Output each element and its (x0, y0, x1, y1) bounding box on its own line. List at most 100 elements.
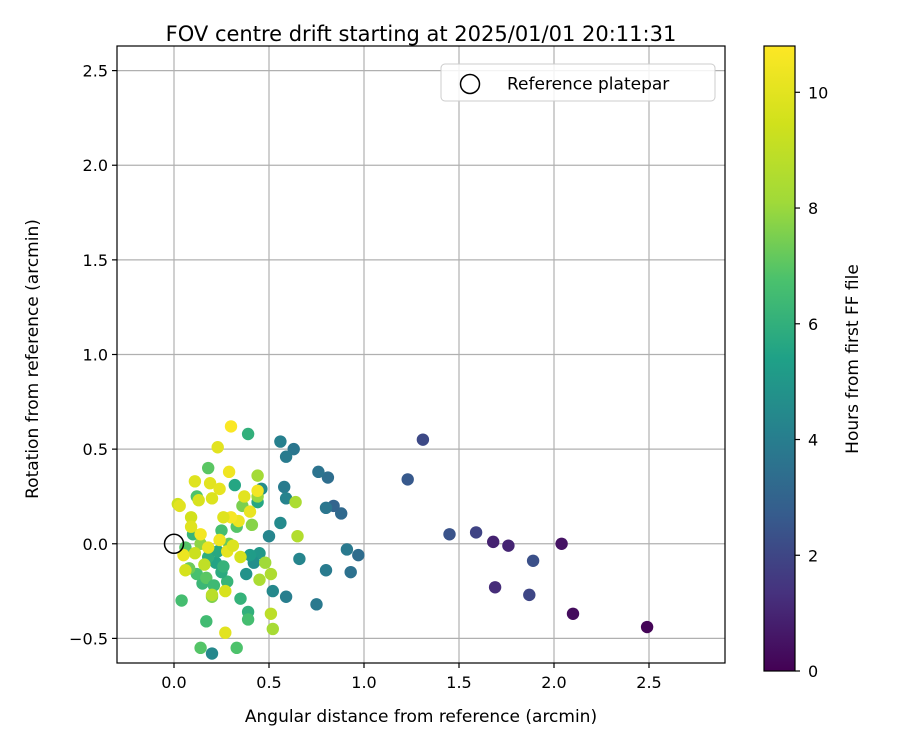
data-point (194, 641, 207, 655)
colorbar-tick-label: 0 (808, 662, 818, 681)
y-tick-label: 2.5 (83, 62, 108, 81)
grid (117, 46, 725, 663)
colorbar-gradient (763, 45, 796, 672)
data-point (222, 465, 236, 479)
data-point (566, 607, 580, 620)
data-point (224, 420, 238, 433)
data-point (219, 584, 232, 598)
data-point (205, 588, 219, 602)
data-point (340, 543, 354, 556)
data-point (184, 511, 198, 524)
x-tick-label: 2.5 (636, 673, 661, 692)
data-point (202, 461, 215, 475)
x-tick-label: 2.0 (541, 673, 566, 692)
data-point (279, 492, 293, 505)
data-point (211, 441, 224, 454)
data-point (274, 435, 287, 448)
data-point (200, 615, 213, 628)
data-point (207, 579, 221, 592)
data-point (241, 613, 255, 626)
data-point (241, 427, 255, 441)
data-point (177, 548, 190, 562)
data-point (266, 584, 279, 598)
data-point (287, 442, 300, 456)
data-point (234, 550, 247, 564)
data-point (202, 541, 215, 554)
data-point (251, 484, 264, 497)
data-point (279, 590, 293, 603)
data-point (278, 480, 291, 494)
data-point (213, 482, 226, 496)
colorbar-tick-label: 8 (808, 199, 818, 218)
y-tick-label: 1.0 (83, 346, 108, 365)
data-point (344, 565, 357, 579)
colorbar-label: Hours from first FF file (843, 264, 863, 454)
legend: Reference platepar (440, 63, 716, 102)
data-point (198, 558, 211, 571)
data-point (251, 469, 264, 482)
data-point (217, 511, 230, 524)
x-tick-label: 1.0 (351, 673, 376, 692)
x-tick-label: 0.0 (161, 673, 186, 692)
data-point (215, 524, 228, 537)
data-point (188, 475, 202, 488)
data-point (640, 620, 654, 634)
data-point (243, 505, 257, 518)
x-tick-label: 0.5 (256, 673, 281, 692)
colorbar: 0 2 4 6 8 10 Hours from first FF file (763, 45, 863, 681)
data-point (266, 622, 279, 636)
data-point (234, 592, 247, 605)
data-point (279, 450, 293, 463)
x-axis-label: Angular distance from reference (arcmin) (245, 707, 597, 727)
data-point (217, 560, 230, 573)
data-point (502, 539, 515, 552)
legend-box (440, 63, 716, 102)
data-point (487, 535, 500, 549)
data-point (488, 581, 502, 594)
legend-label: Reference platepar (507, 75, 669, 95)
data-point (219, 626, 232, 639)
y-tick-label: −0.5 (69, 629, 108, 648)
data-point (245, 518, 259, 532)
data-point (228, 478, 241, 492)
data-point (264, 567, 278, 581)
data-point (469, 526, 483, 539)
data-point (274, 516, 287, 530)
legend-marker (459, 73, 481, 95)
data-point (319, 501, 333, 515)
data-point (352, 548, 365, 562)
colorbar-tick-label: 2 (808, 546, 818, 565)
plot-frame (116, 45, 726, 664)
y-tick-label: 0.0 (83, 535, 108, 554)
colorbar-tick-label: 4 (808, 431, 818, 450)
data-point (401, 473, 414, 486)
data-point (205, 647, 219, 660)
data-point (179, 564, 192, 577)
data-point (226, 539, 240, 552)
data-point (230, 641, 243, 655)
chart-title: FOV centre drift starting at 2025/01/01 … (166, 22, 677, 46)
data-point (321, 471, 335, 484)
data-point (523, 588, 536, 602)
data-point (238, 490, 251, 503)
data-points (171, 420, 654, 660)
colorbar-tick-label: 6 (808, 315, 818, 334)
colorbar-ticks: 0 2 4 6 8 10 (795, 83, 828, 681)
data-point (184, 520, 198, 533)
data-point (555, 537, 568, 550)
data-point (188, 547, 202, 560)
data-point (526, 554, 540, 567)
data-point (319, 564, 333, 577)
y-tick-label: 1.5 (83, 251, 108, 270)
data-point (335, 507, 348, 520)
data-point (243, 548, 257, 562)
data-point (291, 529, 304, 543)
data-point (173, 499, 186, 513)
data-point (253, 547, 266, 560)
data-point (205, 492, 219, 505)
data-point (192, 494, 205, 507)
data-point (203, 476, 217, 490)
data-point (253, 573, 266, 586)
data-point (312, 465, 325, 479)
